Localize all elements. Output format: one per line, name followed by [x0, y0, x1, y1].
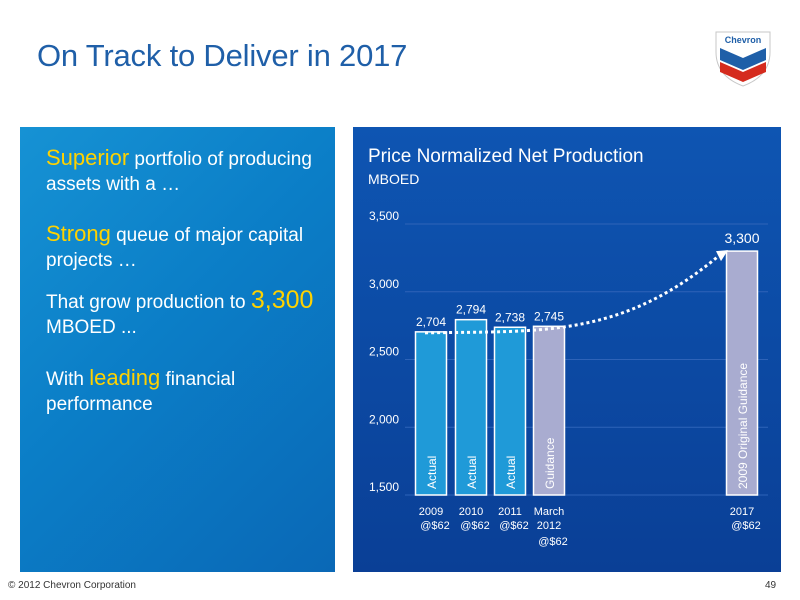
x-tick-label: 2012	[537, 520, 561, 532]
bullet-text: financial performance	[46, 369, 236, 415]
x-tick-label: 2010	[459, 506, 483, 518]
chart-subtitle: MBOED	[368, 171, 420, 187]
bar-inner-label: Actual	[465, 456, 479, 489]
y-tick-label: 3,500	[369, 209, 399, 223]
chart-panel: Price Normalized Net Production MBOED 1,…	[353, 127, 781, 572]
x-tick-label: @$62	[538, 536, 568, 548]
key-messages-panel: Superior portfolio of producing assets w…	[20, 127, 335, 572]
bar-inner-label: 2009 Original Guidance	[736, 363, 750, 489]
bar	[725, 250, 759, 496]
y-tick-label: 2,000	[369, 412, 399, 426]
trend-line	[424, 251, 723, 335]
footer-copyright: © 2012 Chevron Corporation	[8, 580, 136, 591]
x-tick-label: March	[534, 506, 565, 518]
bullet-prefix: With	[46, 369, 90, 390]
bar	[414, 331, 448, 496]
x-tick-label: 2017	[730, 506, 754, 518]
y-tick-label: 3,000	[369, 277, 399, 291]
y-tick-label: 2,500	[369, 345, 399, 359]
bullet-superior-portfolio: Superior portfolio of producing assets w…	[46, 145, 326, 197]
bullet-highlight: Superior	[46, 145, 130, 170]
bar-value-label: 2,738	[495, 310, 525, 324]
chevron-logo: Chevron	[715, 31, 771, 87]
y-tick-label: 1,500	[369, 480, 399, 494]
bar-inner-label: Guidance	[543, 437, 557, 489]
bullet-strong-queue: Strong queue of major capital projects …	[46, 221, 326, 273]
bar-value-label: 2,794	[456, 303, 486, 317]
bullet-prefix: That grow production to	[46, 292, 251, 313]
bar	[454, 318, 488, 496]
page-number: 49	[765, 580, 777, 591]
chart-title: Price Normalized Net Production	[368, 146, 644, 167]
bar-inner-label: Actual	[425, 456, 439, 489]
bar-inner-label: Actual	[504, 456, 518, 489]
page-title: On Track to Deliver in 2017	[37, 38, 408, 73]
bullet-text: queue of major capital projects …	[46, 225, 304, 271]
logo-wordmark: Chevron	[725, 35, 762, 45]
bullet-financial-performance: With leading financial performance	[46, 365, 326, 417]
x-tick-label: @$62	[499, 520, 529, 532]
bullet-production-growth: That grow production to 3,300 MBOED ...	[46, 288, 326, 340]
bar-value-label: 3,300	[724, 230, 759, 246]
x-tick-label: 2011	[498, 506, 522, 518]
x-tick-label: 2009	[419, 506, 443, 518]
bar-value-label: 2,745	[534, 309, 564, 323]
bar	[532, 325, 566, 496]
bar-value-label: 2,704	[416, 315, 446, 329]
bullet-text: portfolio of producing assets with a …	[46, 149, 312, 195]
bullet-highlight: 3,300	[250, 286, 314, 314]
bar	[493, 326, 527, 496]
bullet-highlight: leading	[89, 365, 161, 390]
bullet-highlight: Strong	[46, 221, 111, 246]
production-bar-chart: 1,500 2,000 2,500 3,000 3,500 2,704 Actual 2009…	[369, 209, 768, 548]
x-tick-label: @$62	[731, 520, 761, 532]
x-tick-label: @$62	[460, 520, 490, 532]
x-tick-label: @$62	[420, 520, 450, 532]
trend-arrow-head	[716, 250, 728, 262]
bullet-text: MBOED ...	[46, 317, 137, 338]
